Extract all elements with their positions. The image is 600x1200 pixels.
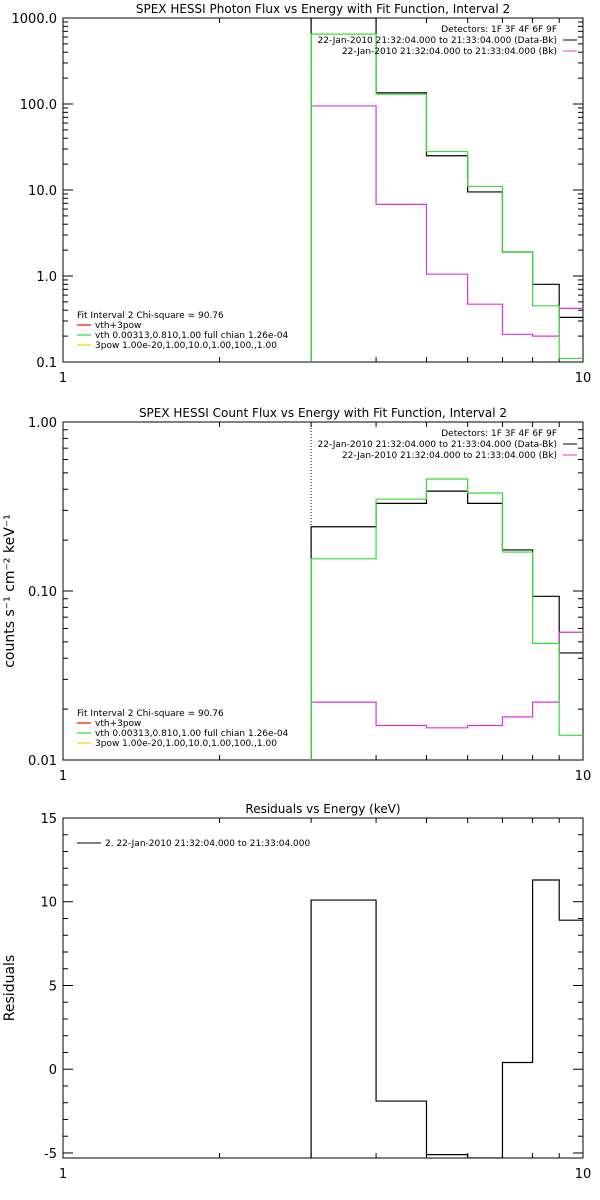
panel2-x-tick-label: 1 [59, 769, 67, 784]
panel3-legend-entry: 2. 22-Jan-2010 21:32:04.000 to 21:33:04.… [105, 839, 310, 849]
panel1-fit-legend-header: Fit Interval 2 Chi-square = 90.76 [77, 311, 224, 321]
panel2-info-line-1: Detectors: 1F 3F 4F 6F 9F [441, 429, 557, 439]
panel2-y-tick-label: 0.10 [28, 585, 57, 600]
panel3-series-black-histogram [310, 879, 583, 1158]
panel1-info-line-2: 22-Jan-2010 21:32:04.000 to 21:33:04.000… [318, 36, 557, 46]
panel1-fit-legend-entry-1: vth+3pow [95, 321, 141, 331]
panel3-axes-frame [62, 817, 584, 1159]
panel2-fit-legend-entry-3: 3pow 1.00e-20,1.00,10.0,1.00,100.,1.00 [95, 739, 277, 749]
panel2-title: SPEX HESSI Count Flux vs Energy with Fit… [139, 406, 507, 420]
panel1-y-tick-label: 0.1 [36, 356, 57, 371]
panel2-fit-legend-header: Fit Interval 2 Chi-square = 90.76 [77, 709, 224, 719]
panel2-y-axis-label: counts s⁻¹ cm⁻² keV⁻¹ [2, 514, 18, 668]
panel2-series-magenta-histogram [310, 631, 583, 760]
panel2-fit-legend-entry-1: vth+3pow [95, 719, 141, 729]
panel1-series-magenta-histogram [310, 105, 583, 362]
panel1-y-tick-label: 1000.0 [12, 12, 58, 27]
panel1-x-tick-label: 10 [575, 371, 592, 386]
panel1-info-line-3: 22-Jan-2010 21:32:04.000 to 21:33:04.000… [342, 47, 557, 57]
panel3-y-tick-label: 0 [49, 1063, 57, 1078]
panel2-series-green-histogram [310, 478, 583, 760]
panel1-fit-legend-entry-3: 3pow 1.00e-20,1.00,10.0,1.00,100.,1.00 [95, 341, 277, 351]
panel2-y-tick-label: 1.00 [28, 416, 57, 431]
panel2-info-line-3: 22-Jan-2010 21:32:04.000 to 21:33:04.000… [342, 451, 557, 461]
panel3-y-tick-label: -5 [44, 1147, 57, 1162]
panel1-series-black-histogram [310, 18, 583, 362]
panel3-y-axis-label: Residuals [2, 955, 18, 1021]
panel3-title: Residuals vs Energy (keV) [245, 802, 400, 816]
panel1-info-line-1: Detectors: 1F 3F 4F 6F 9F [441, 25, 557, 35]
panel1-title: SPEX HESSI Photon Flux vs Energy with Fi… [136, 2, 510, 16]
panel1-fit-legend-entry-2: vth 0.00313,0.810,1.00 full chian 1.26e-… [95, 331, 289, 341]
panel3-x-tick-label: 1 [59, 1167, 67, 1182]
panel2-y-tick-label: 0.01 [28, 754, 57, 769]
panel1-y-tick-label: 10.0 [28, 184, 57, 199]
panel2-series-black-histogram [310, 490, 583, 760]
panel2-fit-legend-entry-2: vth 0.00313,0.810,1.00 full chian 1.26e-… [95, 729, 289, 739]
panel3-y-tick-label: 5 [49, 979, 57, 994]
panel3-y-tick-label: 10 [40, 896, 57, 911]
panel1-y-tick-label: 1.0 [36, 270, 57, 285]
panel1-x-tick-label: 1 [59, 371, 67, 386]
panel3-y-tick-label: 15 [40, 812, 57, 827]
panel1-series-green-histogram [310, 33, 583, 362]
panel3-x-tick-label: 10 [575, 1167, 592, 1182]
panel1-y-tick-label: 100.0 [20, 98, 57, 113]
panel2-info-line-2: 22-Jan-2010 21:32:04.000 to 21:33:04.000… [318, 440, 557, 450]
panel2-x-tick-label: 10 [575, 769, 592, 784]
